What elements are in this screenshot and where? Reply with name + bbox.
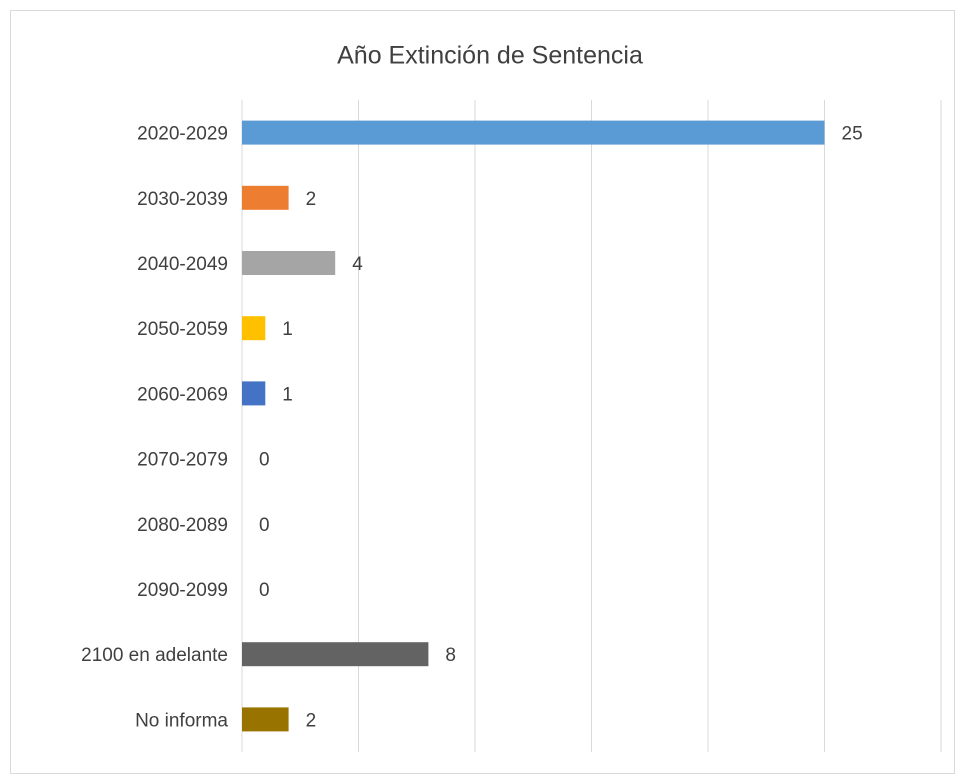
y-tick-label: 2100 en adelante — [81, 645, 228, 666]
data-label: 1 — [282, 384, 293, 405]
y-tick-label: 2080-2089 — [137, 515, 228, 536]
data-label: 25 — [842, 124, 863, 145]
y-tick-label: 2020-2029 — [137, 124, 228, 145]
y-tick-label: 2040-2049 — [137, 254, 228, 275]
bar — [242, 707, 289, 732]
data-label: 2 — [306, 710, 317, 731]
bar — [242, 120, 825, 145]
data-label: 2 — [306, 189, 317, 210]
bar — [242, 381, 266, 406]
data-label: 8 — [445, 645, 456, 666]
y-tick-label: 2060-2069 — [137, 384, 228, 405]
bar — [242, 642, 429, 667]
data-label: 0 — [259, 450, 270, 471]
bar — [242, 316, 266, 341]
data-label: 0 — [259, 515, 270, 536]
data-label: 0 — [259, 580, 270, 601]
y-tick-label: 2070-2079 — [137, 450, 228, 471]
data-label: 4 — [352, 254, 363, 275]
bar — [242, 185, 289, 210]
y-tick-label: 2090-2099 — [137, 580, 228, 601]
y-tick-label: No informa — [135, 710, 228, 731]
y-tick-label: 2030-2039 — [137, 189, 228, 210]
chart-title: Año Extinción de Sentencia — [337, 42, 643, 70]
data-label: 1 — [282, 319, 293, 340]
bar — [242, 251, 336, 275]
y-tick-label: 2050-2059 — [137, 319, 228, 340]
